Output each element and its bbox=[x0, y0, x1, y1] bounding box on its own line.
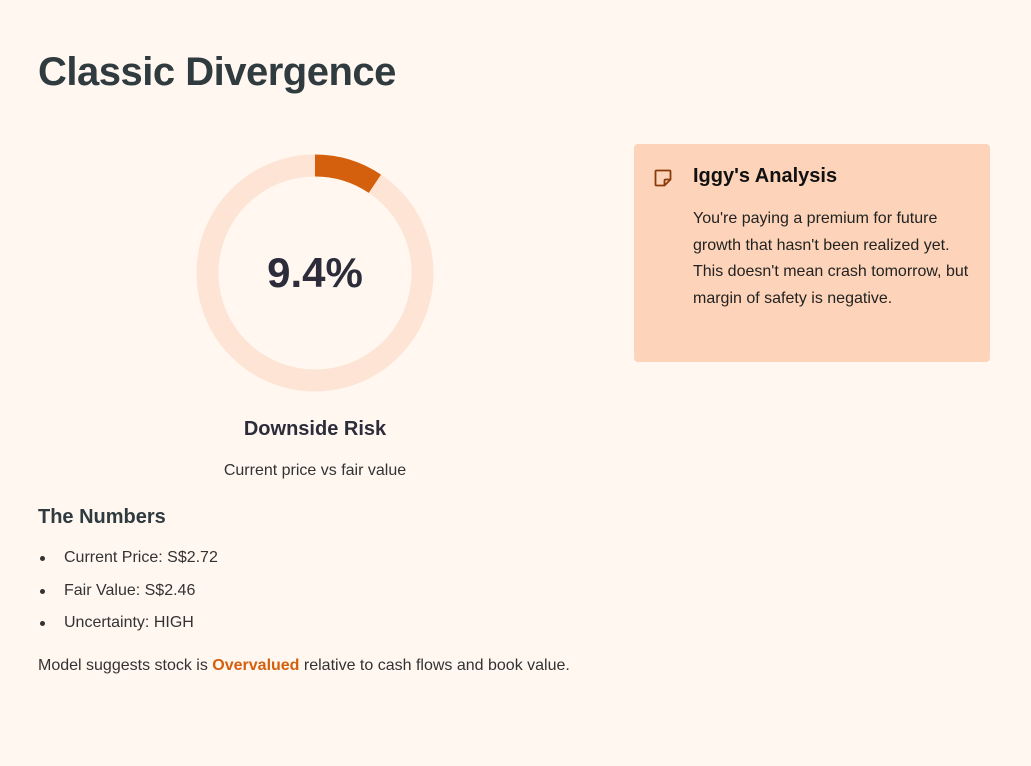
page-title: Classic Divergence bbox=[38, 50, 396, 94]
summary-suffix: relative to cash flows and book value. bbox=[299, 657, 570, 674]
analysis-card: Iggy's Analysis You're paying a premium … bbox=[634, 144, 990, 362]
gauge-fill bbox=[196, 154, 434, 392]
gauge-label: Downside Risk bbox=[243, 418, 387, 440]
gauge-caption: Current price vs fair value bbox=[223, 462, 407, 479]
list-item-uncertainty: Uncertainty: HIGH bbox=[38, 611, 218, 644]
downside-risk-gauge: 9.4% bbox=[190, 148, 440, 398]
gauge-ring bbox=[196, 154, 434, 392]
numbers-list: Current Price: S$2.72 Fair Value: S$2.46… bbox=[38, 546, 218, 644]
note-icon bbox=[653, 168, 673, 188]
analysis-title: Iggy's Analysis bbox=[693, 165, 838, 187]
valuation-summary: Model suggests stock is Overvalued relat… bbox=[38, 653, 598, 679]
gauge-value: 9.4% bbox=[267, 249, 363, 296]
summary-prefix: Model suggests stock is bbox=[38, 657, 213, 674]
numbers-heading: The Numbers bbox=[38, 506, 166, 528]
valuation-verdict: Overvalued bbox=[212, 657, 300, 674]
list-item-current-price: Current Price: S$2.72 bbox=[38, 546, 218, 579]
list-item-fair-value: Fair Value: S$2.46 bbox=[38, 579, 218, 612]
analysis-body: You're paying a premium for future growt… bbox=[693, 210, 969, 307]
